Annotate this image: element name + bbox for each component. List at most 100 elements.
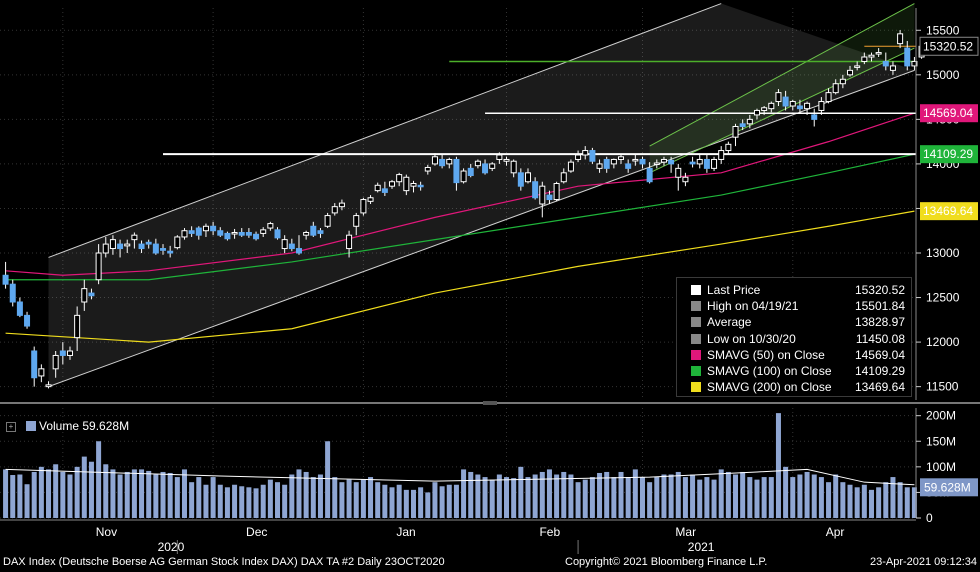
green-channel-upper [649,3,915,147]
price-tick-label: 15500 [926,23,960,37]
candle-down [245,232,252,236]
candle-up [281,239,288,250]
candle-up [768,102,775,110]
candle-up [489,163,496,169]
price-candles [2,30,925,389]
candle-down [796,105,803,110]
volume-tick-label: 0 [926,511,933,525]
candle-up [875,52,882,55]
candle-up [553,183,560,201]
volume-bar [446,484,452,518]
volume-bar [911,487,917,518]
volume-bar [468,471,474,518]
volume-bar [868,489,874,518]
volume-bar [181,469,187,518]
green-channel-lower [649,47,915,174]
volume-bar [275,482,281,518]
volume-bar [10,475,16,518]
volume-bar [346,479,352,518]
volume-bar [203,484,209,518]
volume-bar [267,479,273,518]
volume-bar [81,456,87,518]
candle-down [9,283,16,303]
volume-bar [160,471,166,518]
volume-bar [60,471,66,518]
legend-row: Average 13828.97 [677,314,911,330]
footer-timestamp: 23-Apr-2021 09:12:34 [869,556,977,568]
candle-up [789,101,796,107]
legend-row: SMAVG (100) on Close 14109.29 [677,363,911,379]
candle-up [660,158,667,163]
candle-up [653,162,660,166]
legend-name: Low on 10/30/20 [707,331,796,346]
candle-up [804,102,811,110]
candle-up [618,156,625,160]
candle-up [74,314,81,339]
volume-bar [861,484,867,518]
candle-down [467,167,474,176]
candle-down [904,47,911,67]
legend-name: Average [707,315,752,330]
candle-down [31,350,38,379]
volume-bar [24,484,30,518]
volume-bar [260,484,266,518]
candle-down [274,229,281,239]
volume-bar [854,487,860,518]
volume-bar [217,484,223,518]
volume-bar [482,477,488,518]
candle-up [560,172,567,183]
volume-bar [3,469,9,518]
candle-up [818,101,825,111]
month-label: Mar [675,525,696,539]
volume-bar [110,469,116,518]
expand-icon[interactable]: + [6,422,16,432]
candle-down [782,96,789,107]
volume-bar [317,474,323,518]
volume-bar [604,471,610,518]
candle-up [131,234,138,241]
month-label: Dec [246,525,267,539]
panel-resize-handle[interactable] [483,401,497,405]
volume-bar [332,477,338,518]
volume-bar [432,482,438,518]
candle-up [524,172,531,183]
candle-down [238,232,245,236]
volume-bar [539,471,545,518]
candle-up [582,150,589,156]
candle-up [496,154,503,160]
candle-down [295,248,302,254]
volume-swatch [26,421,36,431]
legend-name: SMAVG (200) on Close [707,380,832,395]
candle-up [446,158,453,165]
volume-bar [496,474,502,518]
candle-up [81,288,88,303]
volume-bar [296,469,302,518]
white-channel-lower [48,69,915,388]
candle-up [338,202,345,208]
candle-down [145,241,152,245]
candle-up [861,56,868,62]
month-label: Apr [826,525,845,539]
legend-value: 15320.52 [854,283,905,297]
chart-footer: DAX Index (Deutsche Boerse AG German Sto… [0,554,980,572]
volume-bar [840,482,846,518]
candle-up [503,158,510,162]
volume-bar [88,461,94,518]
volume-bar [504,477,510,518]
value-tag [920,202,978,221]
candle-down [253,233,260,240]
candle-up [353,215,360,227]
candle-up [109,239,116,250]
volume-bar [690,474,696,518]
volume-bar [31,471,37,518]
volume-bar [897,482,903,518]
month-label: Feb [539,525,560,539]
volume-bar [418,487,424,518]
volume-bar [453,484,459,518]
candle-up [632,158,639,162]
volume-bar [325,441,331,518]
volume-bar [589,477,595,518]
legend-swatch [691,317,701,328]
price-tick-label: 13000 [926,246,960,260]
volume-bar [826,482,832,518]
